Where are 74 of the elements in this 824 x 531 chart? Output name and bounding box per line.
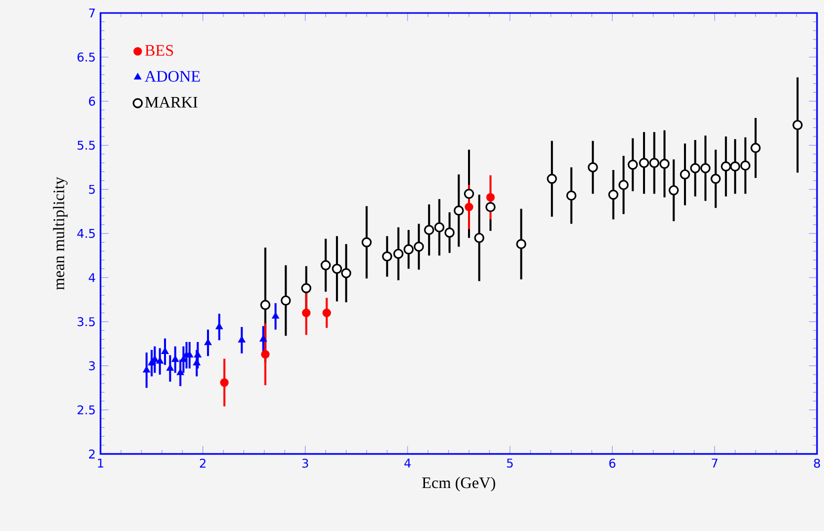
point xyxy=(362,237,372,248)
point xyxy=(272,312,280,319)
point xyxy=(414,242,424,252)
point xyxy=(341,268,352,278)
point xyxy=(618,180,629,190)
point xyxy=(166,364,174,371)
x-tick-label: 6 xyxy=(609,458,616,468)
x-tick-label: 2 xyxy=(200,458,206,468)
point xyxy=(434,222,444,232)
x-tick-label: 7 xyxy=(712,458,718,468)
x-tick-label: 4 xyxy=(404,458,411,468)
y-tick-label: 2.5 xyxy=(78,405,95,414)
point xyxy=(730,161,740,172)
point xyxy=(220,378,229,387)
point xyxy=(216,322,223,330)
legend-label: BES xyxy=(145,45,173,56)
point xyxy=(332,264,342,274)
point xyxy=(302,308,311,318)
x-tick-label: 1 xyxy=(98,458,104,468)
point xyxy=(320,260,331,270)
point xyxy=(566,190,576,201)
point xyxy=(546,174,557,184)
legend-label: MARKI xyxy=(145,96,198,108)
x-tick-label: 3 xyxy=(302,458,308,468)
point xyxy=(608,190,618,200)
point xyxy=(710,174,721,184)
point xyxy=(454,205,464,216)
point xyxy=(444,228,455,238)
y-tick-label: 6 xyxy=(89,96,96,106)
y-tick-label: 7 xyxy=(89,8,95,18)
point xyxy=(464,202,474,212)
point xyxy=(382,251,392,262)
point xyxy=(700,163,711,174)
y-tick-label: 3 xyxy=(89,361,95,370)
point xyxy=(424,224,434,236)
point xyxy=(668,185,679,196)
y-tick-label: 5 xyxy=(89,184,95,194)
point xyxy=(261,350,270,359)
point xyxy=(485,202,496,212)
point xyxy=(474,232,484,243)
point xyxy=(260,335,267,342)
y-tick-label: 4.5 xyxy=(77,229,95,238)
point xyxy=(649,158,660,168)
y-axis-title: mean multiplicity xyxy=(53,176,68,290)
y-tick-label: 3.5 xyxy=(78,317,95,326)
y-tick-label: 5.5 xyxy=(78,140,95,150)
point xyxy=(516,239,526,250)
y-tick-label: 2 xyxy=(89,450,95,458)
point xyxy=(690,163,700,174)
point xyxy=(301,283,312,294)
x-tick-label: 8 xyxy=(814,458,820,468)
point xyxy=(176,368,184,376)
point xyxy=(142,366,150,372)
point xyxy=(393,248,404,259)
point xyxy=(464,188,474,199)
point xyxy=(156,357,164,364)
point xyxy=(260,300,270,310)
x-axis-title: Ecm (GeV) xyxy=(422,476,496,492)
point xyxy=(720,161,731,172)
legend-label: ADONE xyxy=(144,70,200,82)
point xyxy=(750,142,761,154)
point xyxy=(740,160,750,171)
y-tick-label: 6.5 xyxy=(78,52,95,62)
point xyxy=(588,162,598,172)
point xyxy=(404,244,414,254)
point xyxy=(280,295,291,306)
y-tick-label: 4 xyxy=(88,273,96,282)
point xyxy=(486,193,495,202)
point xyxy=(638,158,650,168)
point xyxy=(322,308,331,318)
point xyxy=(659,158,670,169)
x-tick-label: 5 xyxy=(507,458,513,468)
point xyxy=(628,160,638,170)
point xyxy=(680,169,690,180)
